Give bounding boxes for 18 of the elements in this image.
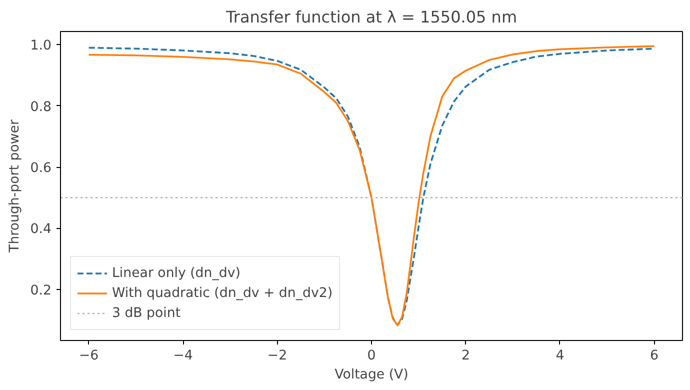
legend-label: With quadratic (dn_dv + dn_dv2) [112, 286, 333, 300]
y-tick-label: 0.2 [30, 283, 52, 298]
legend-label: 3 dB point [112, 306, 181, 320]
x-tick-label: 4 [556, 348, 564, 364]
x-axis-title: Voltage (V) [334, 368, 408, 382]
x-tick-label: −2 [267, 348, 288, 364]
x-tick-label: −6 [78, 348, 99, 364]
y-tick-label: 0.4 [30, 222, 52, 238]
legend-label: Linear only (dn_dv) [112, 266, 240, 280]
x-tick-label: 2 [462, 348, 470, 364]
y-tick-label: 1.0 [30, 38, 52, 54]
x-tick-label: −4 [173, 348, 193, 364]
y-tick-label: 0.6 [30, 161, 52, 176]
x-tick-label: 6 [650, 348, 658, 364]
y-axis-title: Through-port power [7, 119, 22, 254]
x-tick-label: 0 [367, 348, 376, 364]
chart-title: Transfer function at λ = 1550.05 nm [224, 8, 518, 26]
y-tick-label: 0.8 [30, 100, 52, 115]
